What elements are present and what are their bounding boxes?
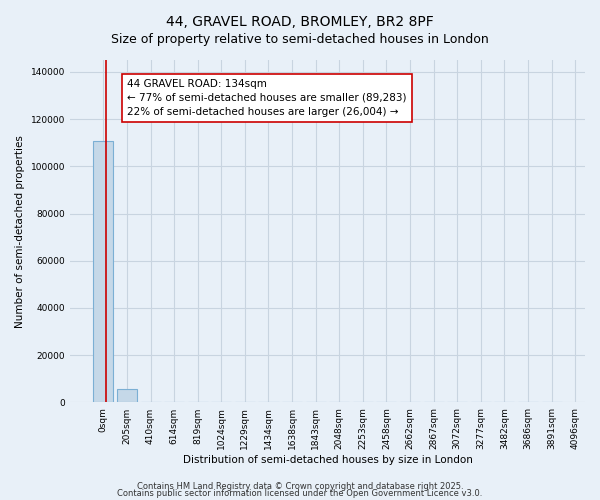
Text: Contains public sector information licensed under the Open Government Licence v3: Contains public sector information licen… xyxy=(118,490,482,498)
Text: 44, GRAVEL ROAD, BROMLEY, BR2 8PF: 44, GRAVEL ROAD, BROMLEY, BR2 8PF xyxy=(166,15,434,29)
Text: 44 GRAVEL ROAD: 134sqm
← 77% of semi-detached houses are smaller (89,283)
22% of: 44 GRAVEL ROAD: 134sqm ← 77% of semi-det… xyxy=(127,79,406,117)
Text: Size of property relative to semi-detached houses in London: Size of property relative to semi-detach… xyxy=(111,32,489,46)
Bar xyxy=(117,390,137,402)
Text: Contains HM Land Registry data © Crown copyright and database right 2025.: Contains HM Land Registry data © Crown c… xyxy=(137,482,463,491)
X-axis label: Distribution of semi-detached houses by size in London: Distribution of semi-detached houses by … xyxy=(182,455,472,465)
Y-axis label: Number of semi-detached properties: Number of semi-detached properties xyxy=(15,135,25,328)
Bar xyxy=(94,142,113,402)
